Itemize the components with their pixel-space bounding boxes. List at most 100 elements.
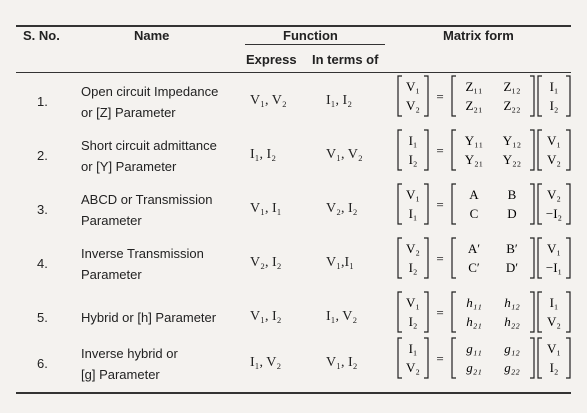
matrix-bracket (451, 337, 535, 379)
matrix-entry: Z₁₂ (503, 79, 520, 94)
matrix-bracket (451, 75, 535, 117)
in-terms-vars: V₁, I₂ (326, 355, 358, 370)
parameter-name-cont: Parameter (81, 267, 142, 282)
in-terms-vars: I₁, I₂ (326, 93, 353, 108)
express-vars: V₂, I₂ (250, 255, 282, 270)
rhs-entry: I₂ (550, 360, 559, 375)
in-terms-vars: V₂, I₂ (326, 201, 358, 216)
lhs-bracket (397, 129, 429, 171)
in-terms-vars: V₁, V₂ (326, 147, 363, 162)
matrix-bracket (451, 129, 535, 171)
parameter-name: ABCD or Transmission (81, 192, 213, 207)
rhs-bracket (537, 75, 571, 117)
matrix-entry: A (469, 187, 479, 202)
row-number: 5. (37, 310, 48, 325)
rhs-entry: V₁ (547, 241, 561, 256)
parameter-name-cont: Parameter (81, 213, 142, 228)
in-terms-vars: I₁, V₂ (326, 309, 358, 324)
matrix-equation: I₁ I₂ = Y₁₁ Y₁₂ Y₂₁ Y₂₂ V₁ V₂ (397, 129, 571, 171)
equals-sign: = (436, 89, 443, 104)
matrix-entry: h₂₁ (466, 314, 482, 329)
lhs-entry: V₂ (406, 360, 420, 375)
matrix-entry: D′ (506, 260, 518, 275)
express-vars: V₁, I₁ (250, 201, 282, 216)
table-bottom-rule (16, 392, 571, 394)
rhs-entry: I₁ (550, 295, 559, 310)
row-number: 2. (37, 148, 48, 163)
rhs-entry: −I₁ (546, 260, 562, 275)
matrix-bracket (451, 237, 535, 279)
matrix-equation: V₁ I₁ = A B C D V₂ −I₂ (397, 183, 571, 225)
parameter-name: Short circuit admittance (81, 138, 217, 153)
matrix-entry: C (470, 206, 479, 221)
matrix-entry: B (508, 187, 517, 202)
matrix-bracket (451, 183, 535, 225)
rhs-bracket (537, 237, 571, 279)
lhs-entry: I₂ (409, 260, 418, 275)
matrix-entry: Z₁₁ (465, 79, 482, 94)
matrix-entry: g₁₂ (504, 341, 520, 356)
in-terms-vars: V₁,I₁ (326, 255, 355, 270)
matrix-entry: C′ (468, 260, 480, 275)
rhs-entry: V₂ (547, 314, 561, 329)
header-sno: S. No. (23, 28, 60, 43)
parameter-name: Inverse Transmission (81, 246, 204, 261)
matrix-entry: h₁₂ (504, 295, 520, 310)
rhs-entry: V₁ (547, 133, 561, 148)
lhs-entry: V₂ (406, 98, 420, 113)
rhs-bracket (537, 291, 571, 333)
rhs-entry: −I₂ (546, 206, 562, 221)
matrix-equation: I₁ V₂ = g₁₁ g₁₂ g₂₁ g₂₂ V₁ I₂ (397, 337, 571, 379)
lhs-entry: I₁ (409, 206, 418, 221)
lhs-entry: I₁ (409, 341, 418, 356)
matrix-entry: h₁₁ (466, 295, 482, 310)
matrix-entry: Y₂₁ (465, 152, 483, 167)
rhs-entry: I₂ (550, 98, 559, 113)
matrix-entry: A′ (468, 241, 480, 256)
lhs-entry: I₂ (409, 314, 418, 329)
parameter-name: Hybrid or [h] Parameter (81, 310, 217, 325)
rhs-bracket (537, 183, 571, 225)
parameter-name: Open circuit Impedance (81, 84, 219, 99)
table-top-rule (16, 25, 571, 27)
lhs-entry: V₂ (406, 241, 420, 256)
rhs-entry: V₁ (547, 341, 561, 356)
equals-sign: = (436, 143, 443, 158)
express-vars: I₁, V₂ (250, 355, 282, 370)
lhs-entry: V₁ (406, 187, 420, 202)
matrix-entry: Y₁₂ (503, 133, 521, 148)
lhs-entry: V₁ (406, 295, 420, 310)
matrix-equation: V₁ V₂ = Z₁₁ Z₁₂ Z₂₁ Z₂₂ I₁ I₂ (397, 75, 571, 117)
matrix-entry: Y₁₁ (465, 133, 483, 148)
lhs-bracket (397, 183, 429, 225)
table-header-rule (16, 72, 571, 73)
matrix-entry: Y₂₂ (503, 152, 521, 167)
matrix-bracket (451, 291, 535, 333)
matrix-entry: B′ (506, 241, 518, 256)
matrix-entry: D (507, 206, 516, 221)
row-number: 6. (37, 356, 48, 371)
equals-sign: = (436, 305, 443, 320)
header-function: Function (283, 28, 338, 43)
parameter-name-cont: [g] Parameter (81, 367, 160, 382)
lhs-entry: V₁ (406, 79, 420, 94)
equals-sign: = (436, 251, 443, 266)
parameter-name-cont: or [Y] Parameter (81, 159, 177, 174)
row-number: 3. (37, 202, 48, 217)
header-name: Name (134, 28, 170, 43)
rhs-entry: V₂ (547, 152, 561, 167)
matrix-equation: V₂ I₂ = A′ B′ C′ D′ V₁ −I₁ (397, 237, 571, 279)
lhs-bracket (397, 337, 429, 379)
matrix-entry: h₂₂ (504, 314, 520, 329)
matrix-entry: g₂₂ (504, 360, 520, 375)
lhs-entry: I₁ (409, 133, 418, 148)
lhs-bracket (397, 291, 429, 333)
lhs-bracket (397, 75, 429, 117)
lhs-bracket (397, 237, 429, 279)
parameter-name: Inverse hybrid or (81, 346, 178, 361)
matrix-equation: V₁ I₂ = h₁₁ h₁₂ h₂₁ h₂₂ I₁ V₂ (397, 291, 571, 333)
rhs-entry: I₁ (550, 79, 559, 94)
lhs-entry: I₂ (409, 152, 418, 167)
express-vars: V₁, V₂ (250, 93, 287, 108)
